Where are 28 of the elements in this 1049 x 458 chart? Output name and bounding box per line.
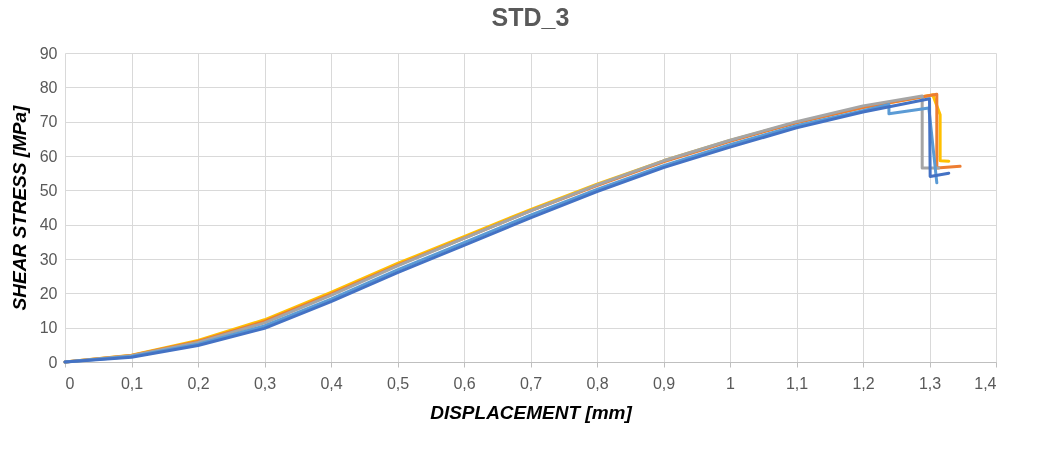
x-tick-label: 0,9 — [652, 374, 676, 392]
chart-title: STD_3 — [491, 3, 570, 31]
x-axis-title: DISPLACEMENT [mm] — [430, 401, 633, 423]
x-tick-label: 1,2 — [852, 374, 875, 392]
y-tick-label: 60 — [39, 147, 58, 165]
x-tick-label: 1 — [726, 374, 736, 392]
y-axis-title: SHEAR STRESS [MPa] — [8, 104, 30, 311]
x-tick-label: 1,4 — [974, 374, 997, 392]
y-tick-label: 0 — [48, 353, 58, 371]
x-tick-label: 0,2 — [187, 374, 210, 392]
y-tick-label: 90 — [39, 44, 58, 62]
y-tick-label: 50 — [39, 181, 58, 199]
y-tick-label: 40 — [39, 216, 58, 234]
x-tick-label: 0,4 — [320, 374, 343, 392]
x-tick-label: 0,3 — [253, 374, 277, 392]
y-tick-label: 10 — [39, 319, 58, 337]
x-tick-label: 0,8 — [586, 374, 609, 392]
y-tick-label: 30 — [39, 250, 58, 268]
x-tick-label: 1,1 — [785, 374, 809, 392]
x-tick-label: 0,7 — [519, 374, 543, 392]
x-tick-label: 0 — [65, 374, 75, 392]
y-tick-label: 70 — [39, 113, 58, 131]
x-tick-label: 0,5 — [386, 374, 410, 392]
x-tick-label: 0,6 — [453, 374, 476, 392]
x-tick-label: 0,1 — [120, 374, 144, 392]
y-tick-label: 80 — [39, 78, 58, 96]
x-tick-label: 1,3 — [918, 374, 942, 392]
y-tick-label: 20 — [39, 284, 58, 302]
